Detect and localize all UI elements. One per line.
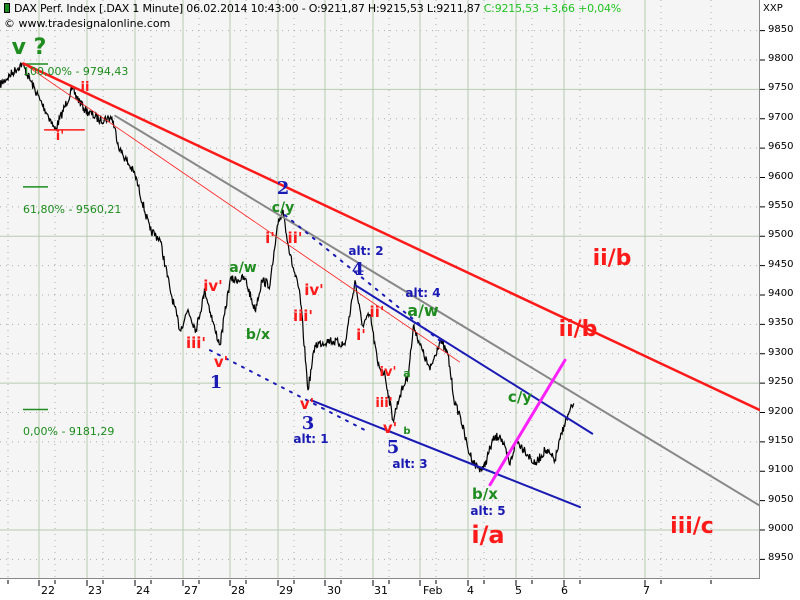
- trendline-gray: [114, 114, 760, 507]
- wave-label: iv': [304, 281, 324, 299]
- y-tick-label: 8950: [768, 552, 794, 564]
- wave-label: 5: [386, 437, 400, 458]
- wave-label: i': [265, 229, 275, 247]
- wave-label: 4: [351, 259, 365, 280]
- wave-label: v': [213, 353, 229, 371]
- wave-label: a: [403, 367, 411, 380]
- y-tick-label: 9000: [768, 523, 794, 534]
- instrument-name: DAX Perf. Index [.DAX 1 Minute]: [14, 2, 183, 15]
- y-tick-label: 9250: [768, 376, 794, 388]
- wave-label: alt: 1: [293, 432, 329, 446]
- copyright: © www.tradesignalonline.com: [4, 17, 171, 30]
- wave-label: ii/b: [558, 317, 598, 342]
- y-tick-label: 9850: [768, 23, 794, 35]
- x-tick-label: 23: [88, 584, 102, 597]
- y-tick-label: 9350: [768, 317, 794, 329]
- x-tick-label: 30: [327, 584, 341, 597]
- wave-label: alt: 2: [348, 244, 384, 258]
- trendline-magenta: [488, 358, 567, 487]
- wave-label: a/w: [407, 301, 439, 320]
- price-line: [0, 61, 575, 473]
- candle-icon: [4, 3, 10, 13]
- x-tick-label: 7: [643, 584, 650, 597]
- exchange-label: XXP: [763, 3, 783, 14]
- fib-label-618: 61,80% - 9560,21: [23, 203, 122, 216]
- trendline-blue-lower: [309, 399, 581, 509]
- close-change: C:9215,53 +3,66 +0,04%: [483, 2, 622, 15]
- wave-label: i': [356, 326, 366, 344]
- x-tick-label: 31: [374, 584, 388, 597]
- y-tick-label: 9650: [768, 141, 794, 153]
- x-tick-label: 4: [467, 584, 474, 597]
- wave-label: alt: 5: [470, 504, 506, 518]
- wave-label: i': [55, 129, 65, 144]
- y-tick-label: 9800: [768, 53, 794, 64]
- wave-label: iii': [292, 307, 314, 325]
- wave-label: alt: 3: [392, 457, 428, 471]
- trendline-red-resistance: [22, 62, 760, 411]
- wave-label: alt: 4: [405, 286, 441, 300]
- y-tick-label: 9550: [768, 199, 794, 211]
- fib-label-0: 0,00% - 9181,29: [23, 425, 115, 438]
- y-tick-label: 9100: [768, 464, 794, 476]
- y-tick-label: 9150: [768, 434, 794, 446]
- chart-header: DAX Perf. Index [.DAX 1 Minute] 06.02.20…: [4, 2, 621, 15]
- y-tick-label: 9700: [768, 111, 794, 123]
- x-tick-label: 27: [184, 584, 198, 597]
- wave-label: c/y: [271, 200, 295, 216]
- trendline-blue-dotted-2: [283, 214, 446, 346]
- wave-label: iii/c: [670, 514, 714, 539]
- y-tick-label: 9300: [768, 346, 794, 358]
- price-chart: [0, 0, 760, 578]
- ohl-values: - O:9211,87 H:9215,53 L:9211,87: [301, 2, 481, 15]
- x-tick-label: 29: [279, 584, 293, 597]
- wave-label: a/w: [229, 260, 257, 276]
- wave-label: 1: [209, 372, 223, 393]
- y-tick-label: 9400: [768, 288, 794, 299]
- wave-label: iii': [185, 334, 207, 352]
- x-tick-label: 22: [41, 584, 55, 597]
- y-tick-label: 9200: [768, 405, 794, 417]
- wave-label: c/y: [507, 388, 533, 406]
- y-tick-label: 9750: [768, 82, 794, 94]
- wave-label: b/x: [245, 327, 271, 343]
- y-tick-label: 9500: [768, 229, 794, 241]
- y-tick-label: 9600: [768, 170, 794, 182]
- wave-label: 3: [301, 413, 315, 434]
- x-tick-label: Feb: [423, 584, 443, 597]
- y-tick-label: 9450: [768, 258, 794, 270]
- x-tick-label: 6: [561, 584, 568, 597]
- x-tick-label: 24: [136, 584, 150, 597]
- wave-label: i/a: [471, 521, 505, 549]
- wave-label: ii: [80, 80, 90, 95]
- wave-label: v ?: [11, 35, 47, 60]
- y-tick-label: 9050: [768, 493, 794, 505]
- trendline-red-thin: [23, 63, 460, 363]
- wave-label: iii': [375, 396, 393, 411]
- wave-label: ii/b: [592, 246, 632, 271]
- wave-label: b/x: [472, 485, 498, 503]
- timestamp: 06.02.2014 10:43:00: [186, 2, 299, 15]
- wave-label: iv': [203, 277, 223, 295]
- wave-label: b: [403, 426, 411, 437]
- trendline-blue-dotted-1: [209, 349, 366, 432]
- x-tick-label: 28: [231, 584, 245, 597]
- wave-label: v': [299, 395, 315, 413]
- wave-label: ii': [287, 229, 303, 247]
- trendline-blue-upper: [354, 284, 594, 435]
- chart-plot-area[interactable]: [0, 0, 760, 579]
- fib-label-100: 100,00% - 9794,43: [23, 65, 129, 78]
- wave-label: ii': [369, 303, 385, 321]
- wave-label: 2: [276, 178, 290, 199]
- x-tick-label: 5: [515, 584, 522, 597]
- wave-label: v': [382, 419, 398, 437]
- wave-label: iv': [379, 365, 397, 380]
